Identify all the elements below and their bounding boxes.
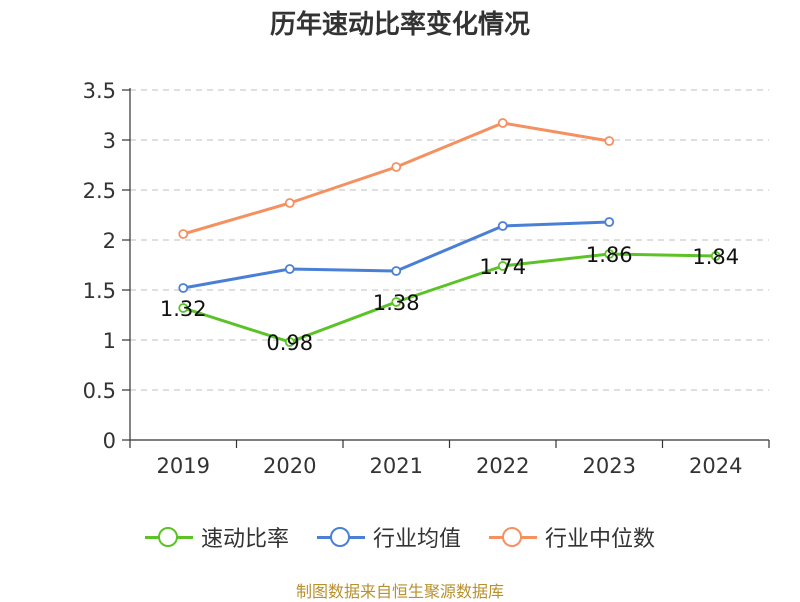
- data-point: [604, 249, 615, 259]
- legend-swatch-quick-ratio: [144, 525, 193, 549]
- data-point: [497, 118, 508, 128]
- legend: 速动比率 行业均值 行业中位数: [0, 520, 800, 554]
- data-label: 1.74: [479, 255, 526, 279]
- legend-item-industry-median[interactable]: 行业中位数: [489, 521, 655, 553]
- data-point: [710, 251, 721, 261]
- data-label: 0.98: [266, 331, 313, 355]
- y-tick-label: 1.5: [83, 279, 116, 303]
- chart-title: 历年速动比率变化情况: [269, 10, 530, 40]
- data-point: [391, 266, 402, 276]
- x-tick-label: 2020: [263, 454, 316, 478]
- data-point: [497, 261, 508, 271]
- legend-label-industry-median: 行业中位数: [545, 527, 656, 552]
- data-point: [178, 283, 189, 293]
- y-tick-label: 0.5: [83, 379, 116, 403]
- x-tick-label: 2024: [689, 454, 742, 478]
- data-point: [284, 337, 295, 347]
- legend-item-quick-ratio[interactable]: 速动比率: [144, 521, 289, 553]
- data-point: [497, 221, 508, 231]
- series-line: [182, 220, 610, 290]
- legend-swatch-industry-mean: [316, 525, 365, 549]
- data-source-note: 制图数据来自恒生聚源数据库: [295, 582, 504, 601]
- data-label: 1.32: [160, 297, 207, 321]
- data-point: [284, 198, 295, 208]
- data-label: 1.38: [373, 291, 420, 315]
- x-tick-label: 2021: [370, 454, 423, 478]
- y-tick-label: 2.5: [83, 179, 116, 203]
- y-tick-label: 1: [103, 329, 116, 353]
- y-tick-label: 2: [103, 229, 116, 253]
- x-tick-label: 2023: [583, 454, 636, 478]
- series-line: [182, 252, 716, 344]
- data-point: [284, 264, 295, 274]
- y-tick-label: 0: [103, 429, 116, 453]
- x-tick-label: 2019: [157, 454, 210, 478]
- x-tick-label: 2022: [476, 454, 529, 478]
- data-point: [391, 162, 402, 172]
- data-point: [604, 217, 615, 227]
- y-tick-label: 3.5: [83, 79, 116, 103]
- data-point: [178, 303, 189, 313]
- data-point: [604, 136, 615, 146]
- legend-label-quick-ratio: 速动比率: [200, 527, 289, 552]
- data-point: [178, 229, 189, 239]
- legend-item-industry-mean[interactable]: 行业均值: [316, 521, 461, 553]
- data-label: 1.86: [586, 243, 633, 267]
- legend-label-industry-mean: 行业均值: [372, 527, 461, 552]
- y-tick-label: 3: [103, 129, 116, 153]
- legend-swatch-industry-median: [489, 525, 537, 549]
- data-label: 1.84: [692, 245, 739, 269]
- data-point: [391, 297, 402, 307]
